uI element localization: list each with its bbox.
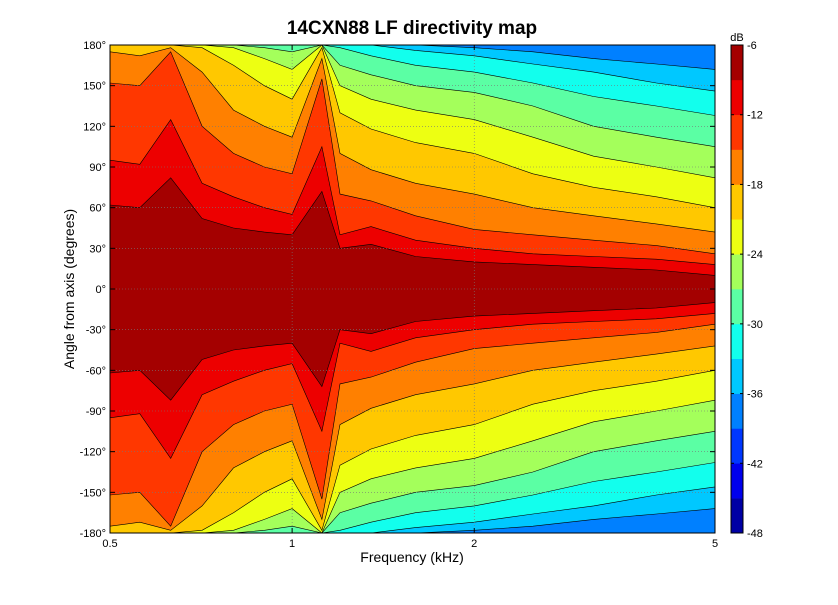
contour-band-minus9 (110, 177, 715, 401)
x-axis-ticks: 0.5 1 2 5 (102, 45, 718, 550)
y-tick-label: 0° (95, 284, 106, 296)
colorbar-unit-label: dB (730, 32, 743, 44)
colorbar-tick-label: -12 (747, 110, 763, 122)
y-tick-label: 120° (83, 121, 106, 133)
y-tick-label: -90° (86, 406, 106, 418)
colorbar-swatch (731, 393, 743, 429)
colorbar-swatch (731, 45, 743, 81)
colorbar-swatch (731, 358, 743, 394)
colorbar-tick-label: -18 (747, 179, 763, 191)
y-tick-label: 30° (89, 243, 106, 255)
y-tick-label: -120° (80, 447, 106, 459)
x-axis-label: Frequency (kHz) (360, 549, 463, 565)
colorbar-swatch (731, 149, 743, 185)
colorbar-frame (730, 44, 744, 534)
colorbar-ticks: -6 -12 -18 -24 -30 -36 -42 -48 (731, 40, 763, 540)
colorbar-swatches (731, 45, 743, 534)
y-tick-label: -30° (86, 325, 106, 337)
colorbar-swatch (731, 463, 743, 499)
colorbar-tick-label: -36 (747, 389, 763, 401)
x-tick-label: 5 (712, 538, 718, 550)
colorbar-swatch (731, 79, 743, 116)
colorbar-swatch (731, 114, 743, 150)
colorbar-swatch (731, 498, 743, 534)
colorbar-tick-label: -48 (747, 528, 763, 540)
colorbar-swatch (731, 428, 743, 464)
colorbar-swatch (731, 184, 743, 220)
x-tick-label: 0.5 (102, 538, 117, 550)
colorbar-swatch (731, 219, 743, 255)
colorbar-tick-label: -42 (747, 458, 763, 470)
grid (110, 45, 715, 533)
x-tick-label: 1 (289, 538, 295, 550)
y-tick-label: 150° (83, 81, 106, 93)
colorbar-tick-label: -24 (747, 249, 763, 261)
y-tick-label: -180° (80, 528, 106, 540)
y-axis-label: Angle from axis (degrees) (61, 209, 77, 369)
y-tick-label: 180° (83, 40, 106, 52)
colorbar: dB -6 -12 -18 -24 -30 -36 -42 -48 (730, 32, 763, 540)
colorbar-swatch (731, 323, 743, 360)
x-tick-label: 2 (471, 538, 477, 550)
y-tick-label: -150° (80, 487, 106, 499)
colorbar-tick-label: -30 (747, 319, 763, 331)
colorbar-tick-label: -6 (747, 40, 757, 52)
chart-title: 14CXN88 LF directivity map (287, 18, 537, 39)
colorbar-swatch (731, 254, 743, 290)
y-axis-ticks: 180° 150° 120° 90° 60° 30° 0° -30° -60° -90° -120°… (80, 40, 715, 540)
y-tick-label: -60° (86, 365, 106, 377)
y-tick-label: 60° (89, 203, 106, 215)
colorbar-swatch (731, 289, 743, 325)
y-tick-label: 90° (89, 162, 106, 174)
